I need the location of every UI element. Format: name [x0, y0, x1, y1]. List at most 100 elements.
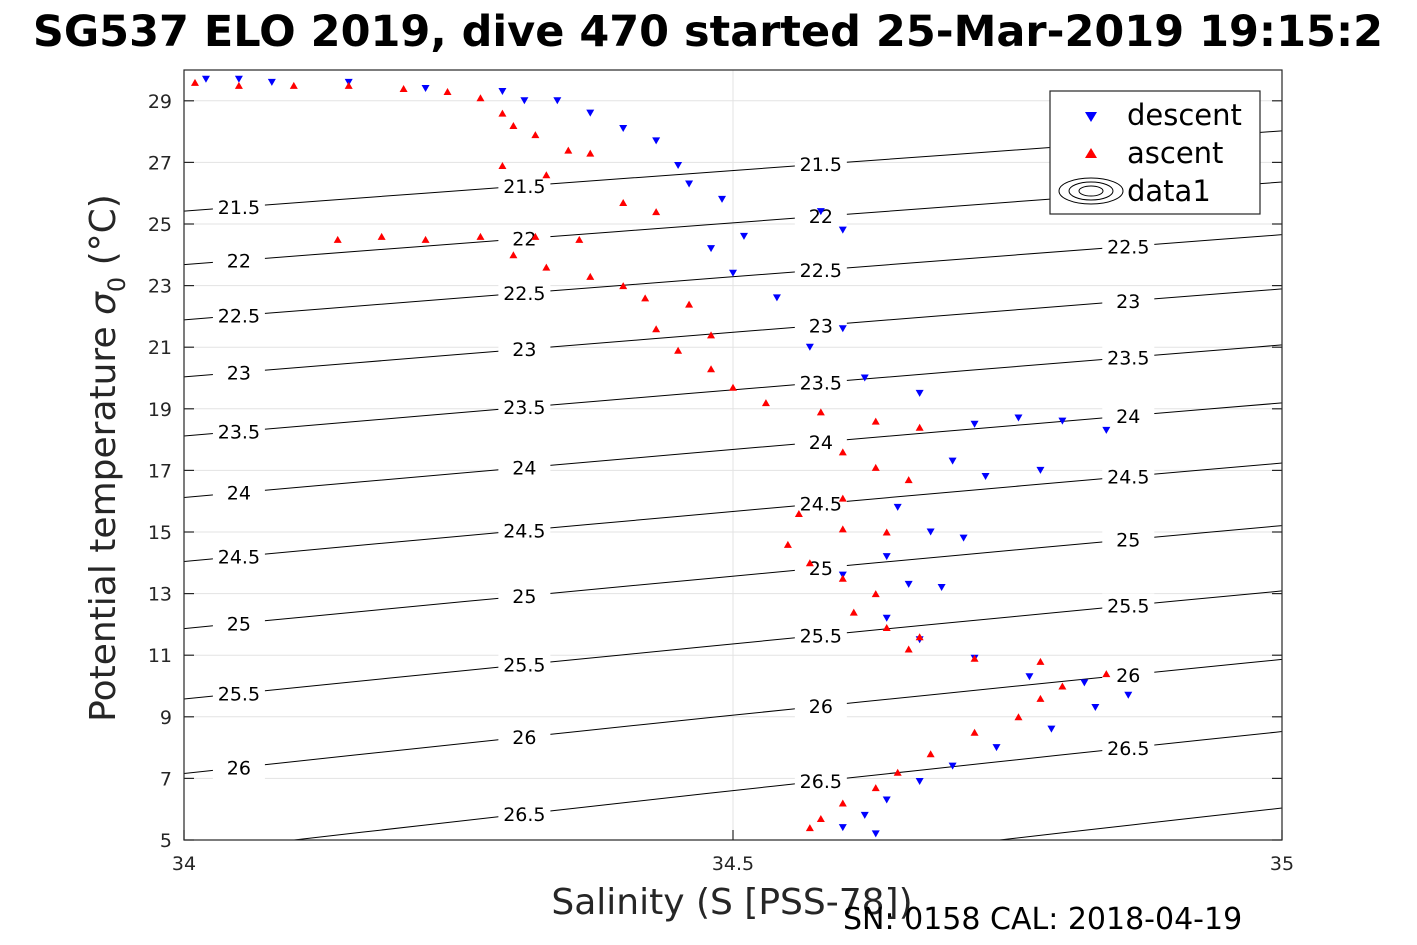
descent-marker [882, 614, 891, 622]
y-tick-label: 27 [148, 152, 172, 174]
legend: descent ascent data1 [1049, 90, 1261, 215]
descent-marker [937, 583, 946, 591]
y-tick-label: 7 [160, 768, 172, 790]
descent-marker [926, 528, 935, 536]
data-markers [190, 75, 1133, 838]
ascent-marker [421, 235, 430, 243]
contour-label: 22.5 [800, 260, 842, 282]
contour-label: 26 [809, 696, 833, 718]
contour-label-bg [1102, 464, 1155, 489]
descent-marker [421, 84, 430, 92]
descent-marker [739, 232, 748, 240]
ascent-marker [838, 525, 847, 533]
contour-label-bg [212, 544, 265, 569]
ascent-marker [805, 824, 814, 832]
ascent-marker [871, 417, 880, 425]
contour-label: 25 [227, 613, 251, 635]
legend-descent-marker [1085, 112, 1097, 122]
contour-label-bg [794, 491, 847, 516]
ascent-marker [190, 78, 199, 86]
descent-marker [498, 88, 507, 96]
ascent-marker [729, 383, 737, 391]
ascent-marker [542, 263, 551, 271]
y-axis-label-subscript: 0 [103, 277, 131, 292]
contour-label-bg [1102, 234, 1155, 259]
contour-label: 26 [227, 758, 251, 780]
contour-label: 23 [809, 315, 833, 337]
ascent-marker [619, 282, 628, 290]
descent-marker [772, 294, 781, 302]
contour-label: 23 [1116, 291, 1140, 313]
contour-label: 23.5 [503, 397, 545, 419]
ascent-marker [509, 121, 518, 129]
contour-label-bg [498, 173, 551, 198]
contour-label: 24 [1116, 406, 1140, 428]
ascent-marker [816, 408, 825, 416]
ascent-marker [794, 510, 803, 518]
contour-label: 24 [512, 458, 536, 480]
y-tick-label: 15 [148, 522, 172, 544]
ascent-marker [1102, 670, 1111, 678]
contour-label: 21.5 [218, 197, 260, 219]
descent-marker [871, 830, 880, 838]
grid-lines [183, 70, 1283, 841]
y-tick-label: 21 [148, 337, 172, 359]
contour-label-bg [794, 152, 847, 177]
contour-label-bg [794, 370, 847, 395]
ascent-marker [399, 84, 408, 92]
descent-marker [838, 824, 847, 832]
contour-label-bg [1102, 593, 1155, 618]
contour-label: 22 [512, 229, 536, 251]
contour-labels: 21.521.521.521.52222222222.522.522.522.5… [212, 129, 1155, 826]
descent-marker [674, 161, 683, 169]
ascent-marker [531, 131, 540, 139]
contour-label: 26.5 [1107, 738, 1149, 760]
ascent-marker [586, 149, 595, 157]
ascent-marker [575, 235, 584, 243]
ascent-marker [333, 235, 342, 243]
contour-label-bg [794, 257, 847, 282]
contour-label-bg [212, 194, 265, 219]
contour-label: 25.5 [218, 683, 260, 705]
contour-label-bg [212, 303, 265, 328]
ascent-marker [509, 251, 518, 259]
contour-label: 24.5 [800, 494, 842, 516]
descent-marker [707, 245, 716, 253]
axis-ticks: 5 7 9 11 13 15 17 19 21 23 25 27 29 34 34.5 35 [148, 91, 1294, 875]
contour-label-bg [498, 652, 551, 677]
ascent-marker [619, 198, 628, 206]
descent-marker [816, 208, 825, 216]
contour-label: 22.5 [503, 283, 545, 305]
contour-label: 24.5 [1107, 466, 1149, 488]
ascent-marker [893, 768, 902, 776]
contour-label-bg [794, 768, 847, 793]
descent-marker [1124, 691, 1133, 699]
chart-title: SG537 ELO 2019, dive 470 started 25-Mar-… [33, 7, 1383, 57]
contour-label: 24.5 [218, 546, 260, 568]
legend-ascent-label: ascent [1127, 136, 1223, 170]
contour-label: 21.5 [503, 176, 545, 198]
x-tick-label: 34 [172, 853, 196, 875]
descent-marker [553, 97, 562, 105]
descent-marker [201, 75, 210, 83]
contour-label-bg [212, 480, 265, 505]
ascent-marker [652, 208, 661, 216]
descent-marker [838, 226, 847, 234]
y-tick-label: 13 [148, 584, 172, 606]
contour-label: 25 [1116, 530, 1140, 552]
contour-label-bg [794, 555, 847, 580]
descent-marker [915, 389, 924, 397]
contour-label-bg [498, 455, 551, 480]
ascent-marker [970, 728, 979, 736]
contour-label-bg [498, 337, 551, 362]
y-axis-label-unit: (°C) [83, 194, 124, 265]
contour-label-bg [498, 725, 551, 750]
contour-label-bg [794, 623, 847, 648]
y-tick-label: 23 [148, 276, 172, 298]
density-contours [184, 130, 1282, 840]
descent-marker [948, 457, 957, 465]
contour-label-bg [498, 583, 551, 608]
contour-label-bg [1102, 288, 1155, 313]
descent-marker [1047, 725, 1056, 733]
